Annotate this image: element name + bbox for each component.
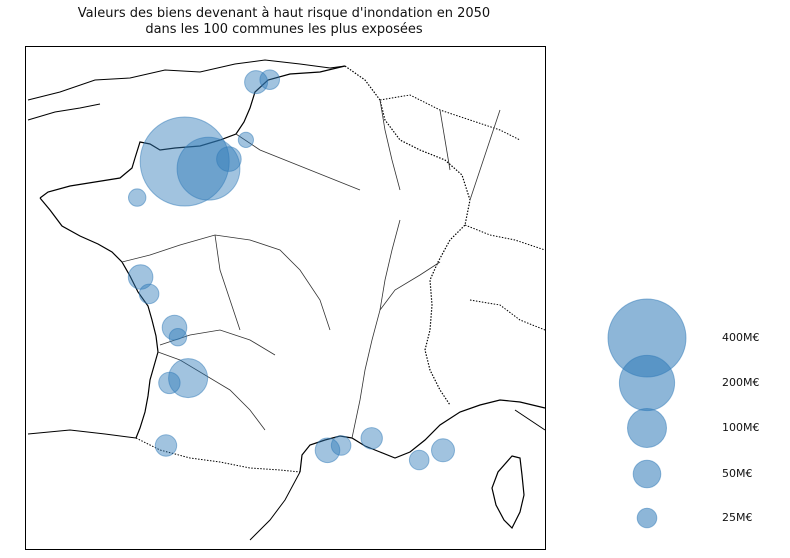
bubble-7 bbox=[244, 70, 269, 95]
benelux-border bbox=[379, 94, 521, 141]
map-title: Valeurs des biens devenant à haut risque… bbox=[24, 6, 544, 38]
bubble-layer bbox=[127, 69, 455, 471]
bubble-16 bbox=[128, 188, 147, 207]
bubble-18 bbox=[237, 131, 254, 148]
bubble-10 bbox=[154, 434, 178, 457]
bubble-0 bbox=[139, 116, 230, 207]
vienne-river bbox=[214, 234, 241, 331]
bubble-15 bbox=[408, 449, 430, 471]
corsica-coast bbox=[491, 455, 525, 530]
legend-label-100: 100M€ bbox=[722, 421, 760, 434]
seine-river bbox=[235, 133, 361, 191]
garonne-river bbox=[157, 351, 266, 431]
legend-bubble-50 bbox=[632, 459, 662, 489]
map-frame bbox=[25, 46, 546, 550]
legend-bubble-25 bbox=[636, 507, 658, 529]
bubble-17 bbox=[168, 328, 188, 347]
saone-river bbox=[379, 219, 401, 311]
spain-east-coast bbox=[249, 471, 301, 541]
rhone-river bbox=[351, 261, 441, 439]
legend-label-400: 400M€ bbox=[722, 331, 760, 344]
italy-coast bbox=[514, 409, 546, 431]
legend-label-200: 200M€ bbox=[722, 376, 760, 389]
map-title-line1: Valeurs des biens devenant à haut risque… bbox=[77, 6, 491, 21]
legend-bubble-200 bbox=[618, 354, 676, 412]
cornwall-coast bbox=[27, 103, 101, 121]
legend-label-25: 25M€ bbox=[722, 511, 753, 524]
italy-border bbox=[469, 299, 546, 331]
bubble-13 bbox=[138, 283, 160, 305]
rhine-river bbox=[469, 109, 501, 201]
mediterranean-coast bbox=[299, 399, 546, 473]
legend-label-50: 50M€ bbox=[722, 467, 753, 480]
meuse-river bbox=[379, 99, 401, 191]
bubble-5 bbox=[161, 314, 188, 341]
swiss-border bbox=[464, 224, 546, 251]
moselle-river bbox=[439, 109, 451, 171]
legend bbox=[607, 298, 687, 529]
bubble-11 bbox=[360, 427, 383, 450]
basemap bbox=[27, 59, 546, 541]
rivers bbox=[121, 99, 501, 439]
atlantic-coast bbox=[39, 197, 159, 439]
bubble-9 bbox=[158, 371, 181, 395]
north-coast bbox=[39, 65, 346, 199]
bubble-8 bbox=[431, 438, 455, 463]
legend-bubble-100 bbox=[627, 408, 667, 448]
map-title-line2: dans les 100 communes les plus exposées bbox=[145, 22, 423, 37]
england-coast bbox=[27, 59, 346, 101]
eastern-border bbox=[344, 65, 471, 406]
bubble-3 bbox=[216, 146, 242, 172]
bubble-14 bbox=[330, 435, 352, 456]
bubble-6 bbox=[314, 437, 341, 464]
bubble-1 bbox=[176, 136, 241, 201]
loire-river bbox=[121, 234, 331, 331]
bubble-12 bbox=[259, 69, 281, 90]
pyrenees-border bbox=[135, 437, 301, 473]
spain-coast bbox=[27, 429, 137, 439]
